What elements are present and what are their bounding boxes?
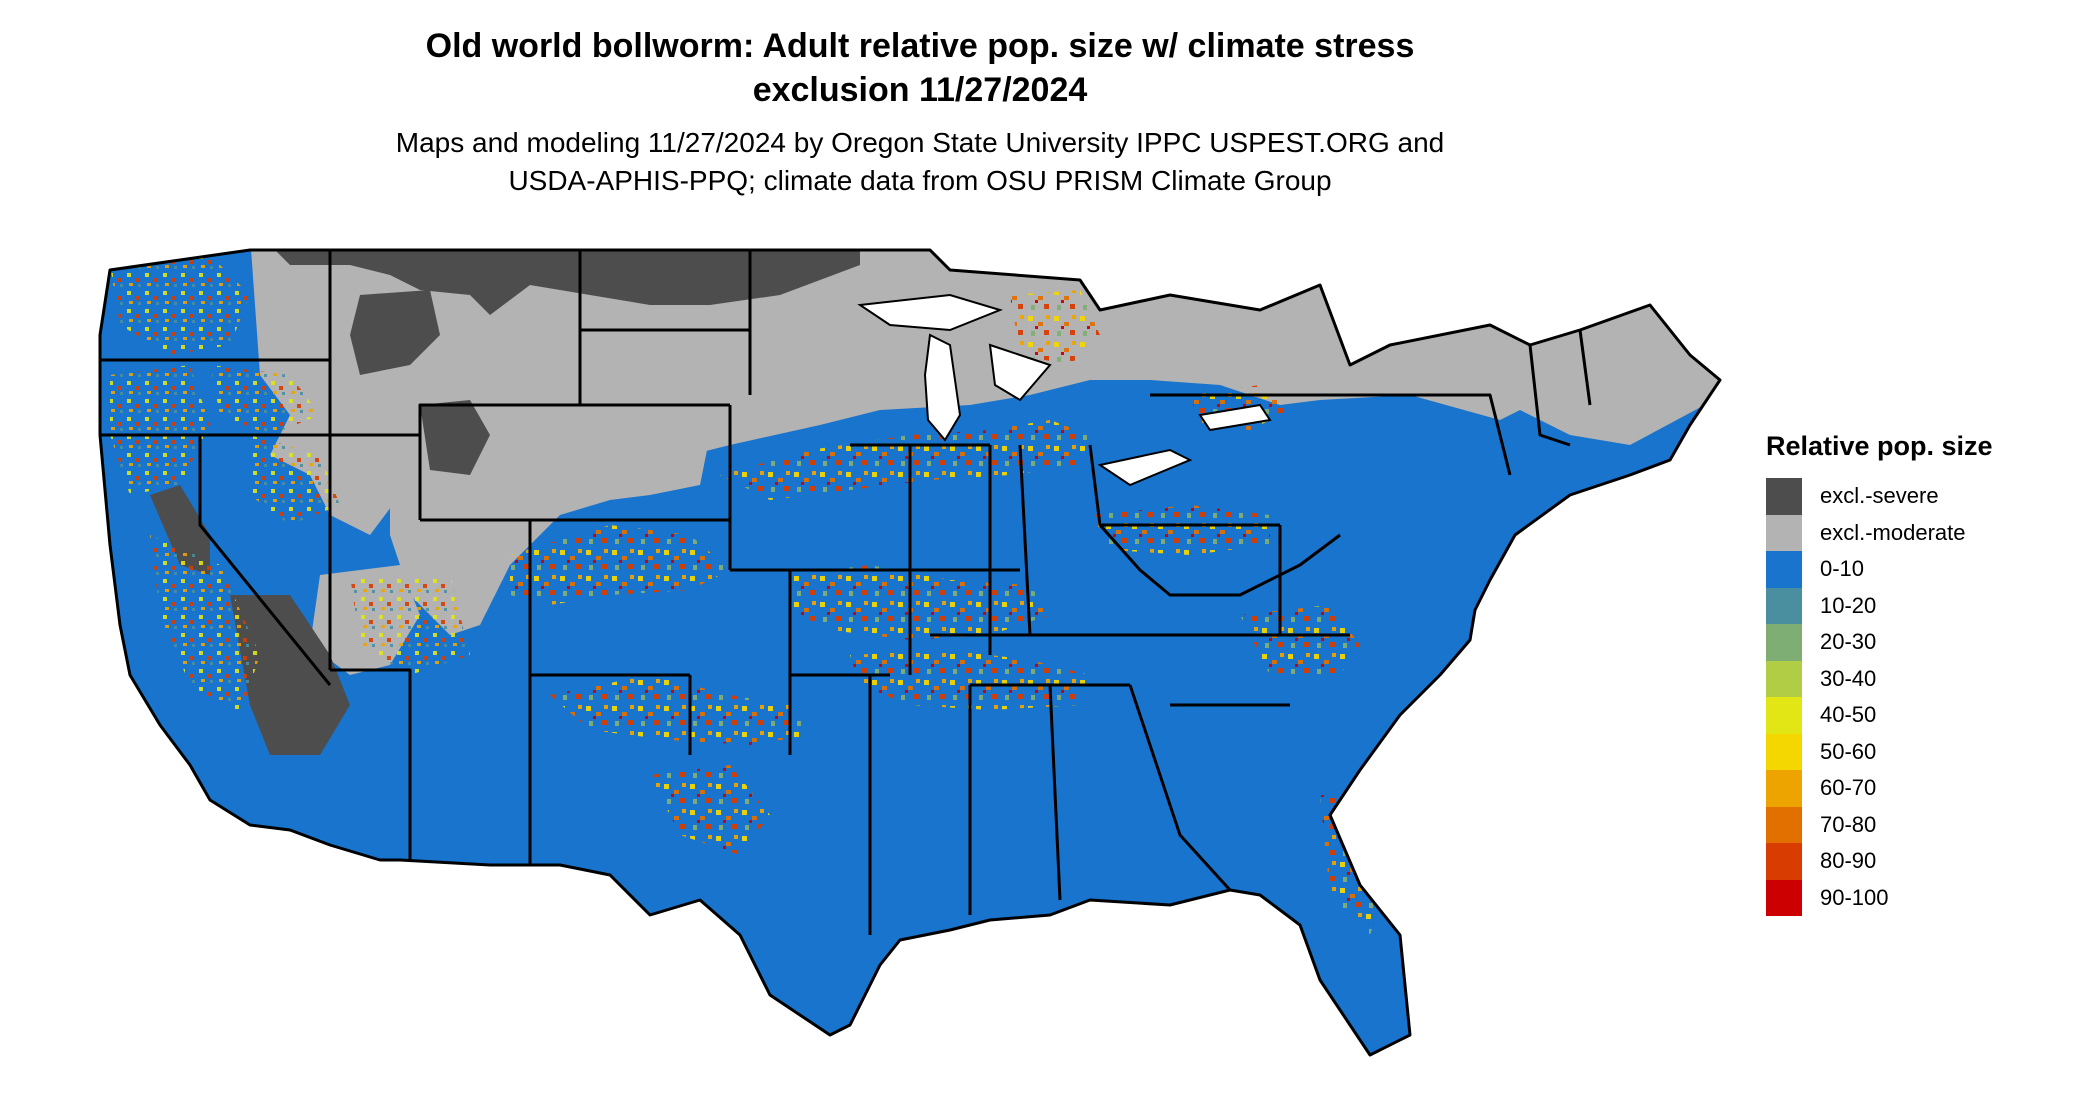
legend-swatch [1766,551,1802,588]
legend-swatch [1766,514,1802,551]
legend-label: 0-10 [1820,556,1865,581]
exclusion-severe-maine [1630,250,1720,305]
legend-swatch [1766,843,1802,880]
legend-label: 50-60 [1820,738,1877,764]
exclusion-moderate-great-basin [270,415,400,535]
legend-item: 60-70 [1766,770,2086,807]
legend: Relative pop. size excl.-severe excl.-mod… [1766,428,2086,916]
great-lakes [857,293,1272,487]
exclusion-severe-northern-plains [260,250,860,315]
legend-swatch [1766,660,1802,697]
legend-label: 80-90 [1820,848,1877,873]
map-subtitle-line-1: Maps and modeling 11/27/2024 by Oregon S… [395,127,1445,158]
exclusion-severe-colorado [420,400,490,475]
legend-item: 90-100 [1766,879,2086,916]
legend-item: 40-50 [1766,697,2086,734]
legend-swatch [1766,733,1802,770]
legend-swatch [1766,587,1802,624]
legend-label: 70-80 [1820,811,1877,837]
us-risk-map [98,248,1722,1057]
exclusion-severe-sierra [150,485,210,575]
legend-swatch [1766,770,1802,807]
map-title-line-2: exclusion 11/27/2024 [752,71,1088,109]
legend-label: excl.-severe [1820,483,1939,508]
legend-swatch [1766,879,1802,916]
map-title-line-1: Old world bollworm: Adult relative pop. … [425,27,1415,65]
exclusion-moderate-plains [390,435,710,635]
exclusion-severe-southwest [230,595,350,755]
legend-label: 90-100 [1820,884,1889,910]
legend-swatch [1766,624,1802,661]
legend-title: Relative pop. size [1766,431,1993,461]
legend-item: 20-30 [1766,624,2086,661]
legend-item: excl.-moderate [1766,514,2086,551]
legend-swatch [1766,697,1802,734]
legend-label: excl.-moderate [1820,519,1966,545]
legend-swatch [1766,478,1802,515]
map-subtitle-line-2: USDA-APHIS-PPQ; climate data from OSU PR… [508,165,1332,196]
legend-item: 50-60 [1766,733,2086,770]
legend-item: 10-20 [1766,587,2086,624]
legend-item: 0-10 [1766,551,2086,588]
suitability-west-coast-bands [110,255,470,715]
legend-label: 30-40 [1820,665,1877,691]
legend-label: 60-70 [1820,775,1877,800]
legend-label: 20-30 [1820,629,1877,654]
legend-label: 10-20 [1820,592,1877,618]
legend-item: 80-90 [1766,843,2086,880]
legend-item: 30-40 [1766,660,2086,697]
legend-label: 40-50 [1820,702,1877,727]
state-boundaries [98,248,1722,1057]
legend-item: excl.-severe [1766,478,2086,515]
legend-item: 70-80 [1766,806,2086,843]
exclusion-severe-wyoming [350,290,440,375]
legend-swatch [1766,806,1802,843]
